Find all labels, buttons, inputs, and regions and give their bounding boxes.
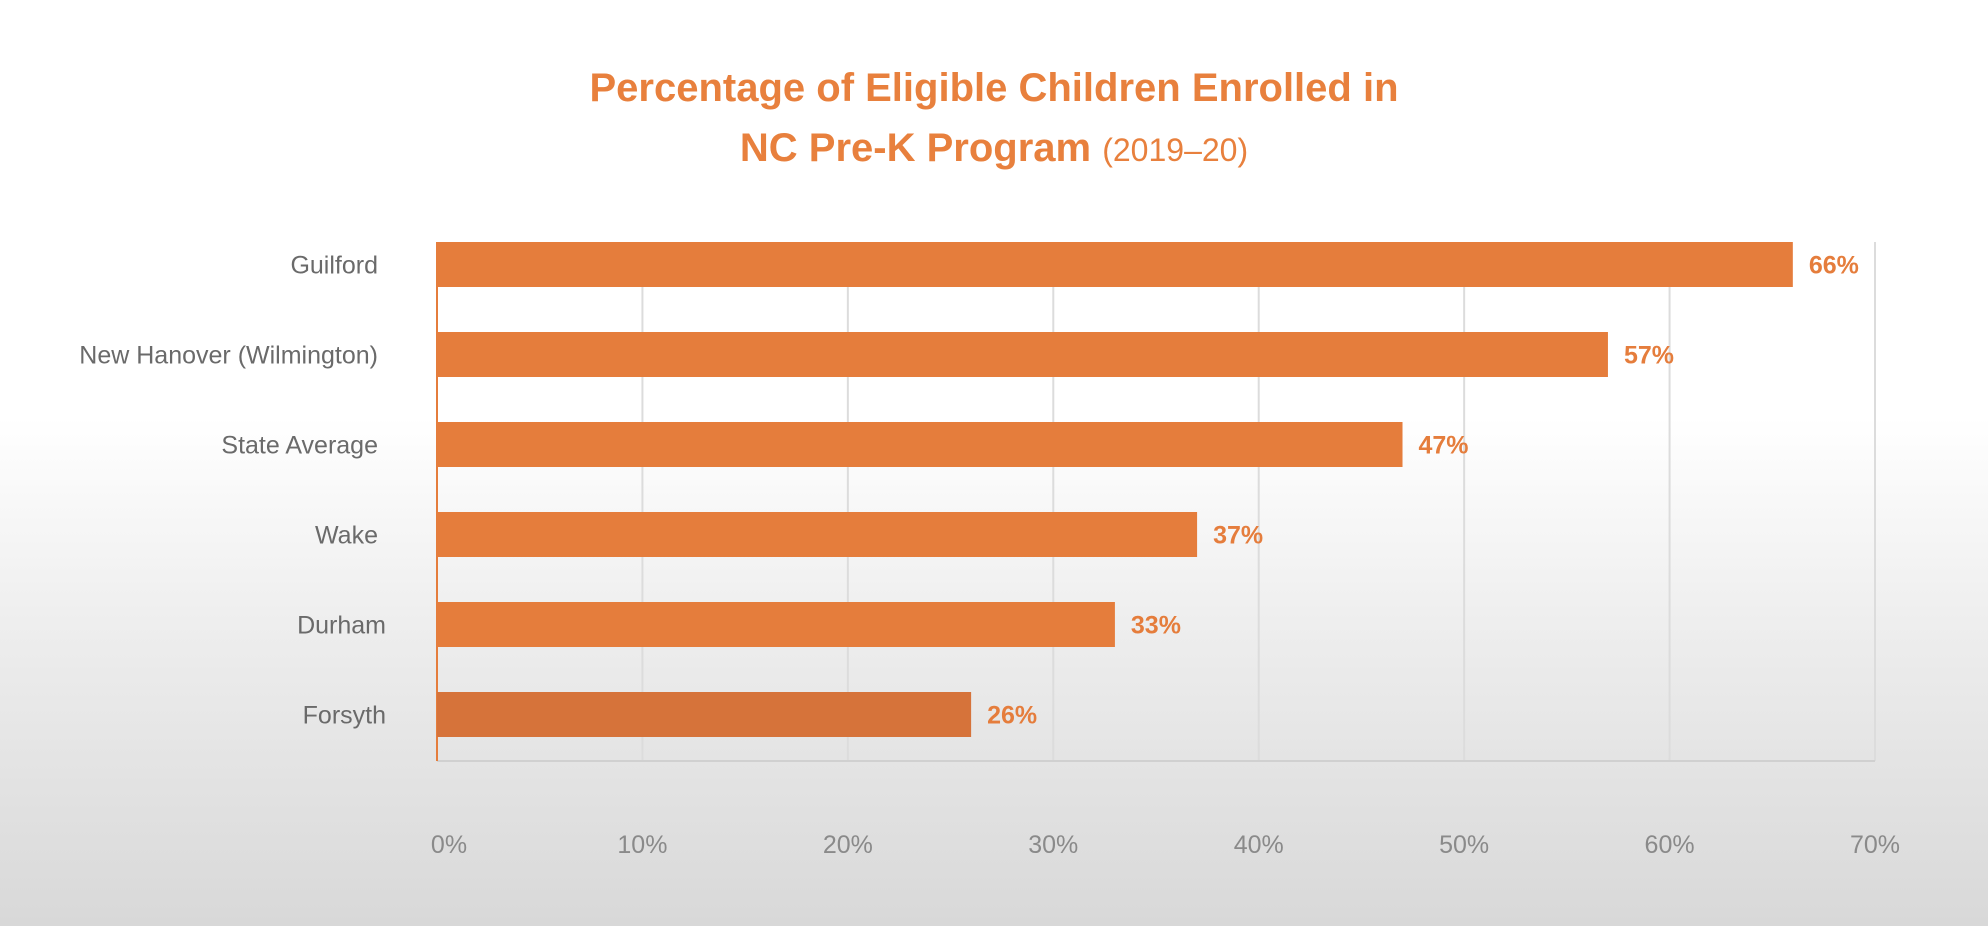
category-label: Durham [297, 612, 386, 640]
data-label: 33% [1131, 612, 1181, 640]
category-label: New Hanover (Wilmington) [79, 342, 378, 370]
data-label: 57% [1624, 342, 1674, 370]
title-line-2: NC Pre-K Program [739, 126, 1092, 170]
x-tick-label: 60% [1645, 831, 1695, 859]
category-label: Forsyth [303, 702, 386, 730]
category-label: Wake [315, 522, 378, 550]
chart-title: Percentage of Eligible Children Enrolled… [0, 58, 1988, 180]
x-tick-label: 0% [431, 831, 467, 859]
x-tick-label: 50% [1439, 831, 1489, 859]
x-tick-label: 20% [823, 831, 873, 859]
bar [437, 422, 1403, 467]
bar [437, 242, 1793, 287]
data-label: 37% [1213, 522, 1263, 550]
x-tick-label: 30% [1028, 831, 1078, 859]
bar [437, 512, 1198, 557]
category-label: Guilford [290, 252, 378, 280]
data-label: 66% [1809, 252, 1859, 280]
x-tick-label: 70% [1850, 831, 1900, 859]
bar [437, 602, 1115, 647]
bar [437, 332, 1608, 377]
data-label: 26% [987, 702, 1037, 730]
x-tick-label: 40% [1234, 831, 1284, 859]
bar [437, 692, 972, 737]
x-tick-label: 10% [617, 831, 667, 859]
chart-subtitle: (2019–20) [1102, 132, 1249, 168]
data-label: 47% [1419, 432, 1469, 460]
title-line-1: Percentage of Eligible Children Enrolled… [589, 66, 1399, 110]
title-line-2-wrap: NC Pre-K Program (2019–20) [0, 118, 1988, 180]
category-label: State Average [221, 432, 378, 460]
